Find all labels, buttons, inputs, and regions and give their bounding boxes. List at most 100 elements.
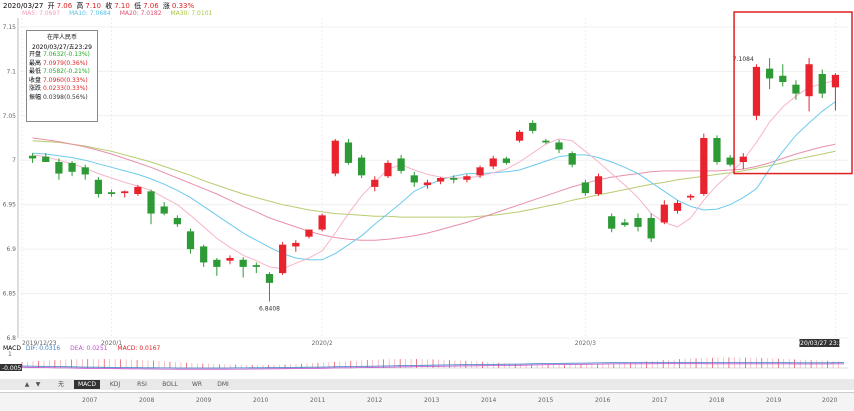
candle [94, 177, 103, 198]
candle-body [779, 75, 787, 82]
macd-axis-top: 1 [8, 351, 12, 358]
indicator-tab-kdj[interactable]: KDJ [109, 381, 121, 388]
x-tick-label-bg [799, 339, 840, 347]
candle-body [687, 195, 695, 198]
low-label: 低 [134, 2, 142, 10]
candle-body [581, 182, 589, 194]
timeline-year: 2008 [139, 397, 155, 404]
x-tick-label: 2020/1 [101, 340, 122, 347]
price-annotation: 6.8408 [259, 306, 280, 313]
candle-body [305, 229, 313, 237]
scroll-up-arrow-icon[interactable]: ▲ [24, 381, 30, 388]
tooltip-row: 收盘 7.0960(0.33%) [27, 77, 97, 86]
timeline-year: 2020 [822, 397, 838, 404]
candle-body [647, 218, 655, 239]
macd-title: MACD [3, 345, 21, 352]
candle [515, 130, 524, 143]
candle [107, 189, 116, 197]
candle-body [423, 182, 432, 186]
candle [371, 176, 379, 192]
candle-body [621, 222, 629, 226]
candle-body [252, 265, 260, 267]
ma30-legend: MA30: 7.0101 [170, 10, 213, 17]
candle-body [410, 175, 418, 183]
tooltip-key: 开盘 [29, 51, 42, 58]
candle-body [713, 138, 721, 162]
indicator-tab-rsi[interactable]: RSI [137, 381, 147, 388]
y-tick-label: 6.8 [6, 335, 16, 342]
candle [765, 58, 774, 90]
macd-value: MACD: 0.0167 [117, 345, 161, 352]
indicator-tab-wr[interactable]: WR [191, 381, 203, 388]
ma5-legend: MA5: 7.0697 [22, 10, 61, 17]
high-value: 7.10 [85, 2, 102, 10]
candle-body [450, 178, 458, 180]
indicator-tab-boll[interactable]: BOLL [162, 381, 178, 388]
candle [134, 185, 142, 196]
timeline-year: 2015 [538, 397, 554, 404]
x-tick-label: 2020/3 [575, 340, 596, 347]
candle [384, 160, 392, 178]
tooltip-key: 涨跌 [29, 85, 42, 93]
candle [200, 244, 208, 267]
candle [318, 213, 326, 232]
tooltip-key: 收盘 [29, 76, 42, 84]
candle [792, 80, 800, 100]
candle [818, 69, 826, 98]
tooltip-row: 涨跌 0.0233(0.33%) [27, 85, 97, 94]
candle-body [542, 140, 550, 143]
indicator-tab-dmi[interactable]: DMI [217, 381, 229, 388]
candle [726, 154, 734, 167]
timeline-year: 2016 [595, 397, 611, 404]
candles [28, 58, 840, 302]
candle [292, 240, 300, 252]
candle-body [42, 156, 50, 162]
macd-left-value: -0.0058 [2, 365, 25, 372]
candle-body [555, 142, 563, 150]
open-label: 开 [47, 2, 55, 10]
candle-body [173, 218, 181, 225]
candle-body [344, 142, 353, 163]
candle [436, 177, 445, 185]
change-label: 涨 [162, 2, 170, 10]
candle [568, 151, 576, 168]
scroll-down-arrow-icon[interactable]: ▼ [35, 381, 41, 388]
tooltip-value: 7.0632(-0.13%) [43, 51, 90, 58]
candle-body [594, 176, 603, 194]
macd-dif: DIF: 0.0316 [25, 345, 61, 352]
candle-body [292, 242, 300, 247]
candlestick-chart[interactable]: 7.15 7.1 7.05 7 6.95 6.9 6.85 6.8 2019/12/23 202… [0, 0, 854, 380]
tooltip-row: 最低 7.0582(-0.21%) [27, 68, 97, 77]
candle-body [489, 158, 497, 167]
tooltip-datetime: 2020/03/27/五23:29 [32, 44, 92, 51]
candle [305, 229, 313, 239]
highlight-box [733, 11, 853, 175]
annotations: 6.8408 7.1084 [259, 11, 853, 313]
indicator-tab-none[interactable]: 无 [57, 381, 64, 388]
candle-body [660, 204, 668, 223]
tooltip-key: 最高 [29, 59, 42, 67]
candle [489, 155, 497, 170]
candle-body [160, 206, 168, 214]
candle [779, 64, 787, 87]
candle-body [436, 178, 445, 182]
candle-body [265, 274, 274, 283]
indicator-tab-macd[interactable]: MACD [74, 380, 100, 389]
candle [463, 174, 471, 183]
candle-body [331, 140, 339, 174]
candle-body [818, 74, 826, 94]
candle [831, 73, 840, 111]
candle-body [700, 138, 708, 194]
y-tick-label: 7.05 [3, 113, 17, 120]
candle [239, 257, 247, 278]
timeline-navigator[interactable]: 2007 2008 2009 2010 2011 2012 2013 2014 … [0, 392, 854, 411]
candle-body [765, 68, 774, 79]
candle-body [371, 179, 379, 187]
y-tick-label: 7 [12, 157, 16, 164]
tooltip-row: 振幅 0.0398(0.56%) [27, 94, 97, 103]
candle [700, 133, 708, 196]
candle-body [792, 84, 800, 94]
candle-body [28, 155, 37, 159]
candle-body [226, 258, 234, 261]
candle-body [107, 192, 116, 194]
